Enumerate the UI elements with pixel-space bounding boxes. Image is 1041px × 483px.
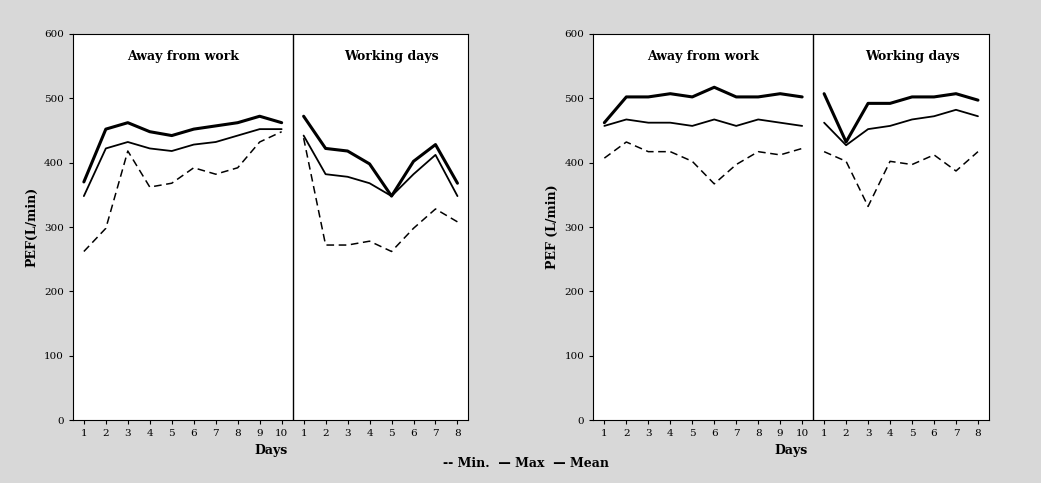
Text: Away from work: Away from work: [648, 50, 759, 63]
X-axis label: Days: Days: [254, 444, 287, 457]
Text: -- Min.  — Max  — Mean: -- Min. — Max — Mean: [442, 457, 609, 470]
Text: Working days: Working days: [865, 50, 960, 63]
Y-axis label: PEF (L/min): PEF (L/min): [545, 185, 559, 270]
Text: Away from work: Away from work: [127, 50, 238, 63]
Text: Working days: Working days: [345, 50, 439, 63]
Y-axis label: PEF(L/min): PEF(L/min): [25, 187, 39, 267]
X-axis label: Days: Days: [775, 444, 808, 457]
